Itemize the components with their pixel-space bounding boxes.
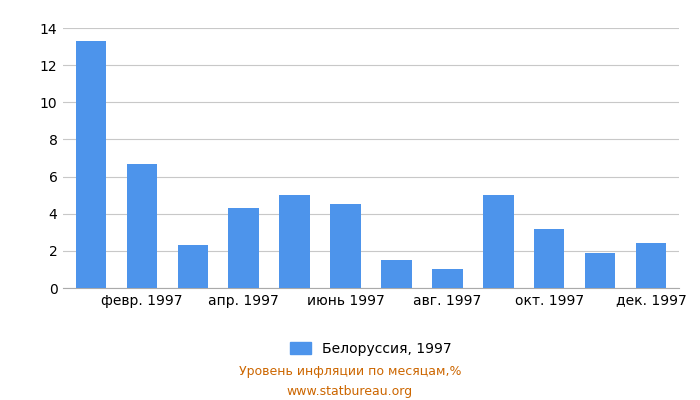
Bar <box>279 195 310 288</box>
Bar <box>432 270 463 288</box>
Bar <box>382 260 412 288</box>
Bar <box>483 195 514 288</box>
Bar <box>636 244 666 288</box>
Text: www.statbureau.org: www.statbureau.org <box>287 386 413 398</box>
Bar <box>330 204 360 288</box>
Bar <box>534 228 564 288</box>
Bar <box>127 164 158 288</box>
Bar <box>584 253 615 288</box>
Text: Уровень инфляции по месяцам,%: Уровень инфляции по месяцам,% <box>239 366 461 378</box>
Bar <box>228 208 259 288</box>
Bar <box>178 245 208 288</box>
Legend: Белоруссия, 1997: Белоруссия, 1997 <box>290 342 452 356</box>
Bar <box>76 41 106 288</box>
